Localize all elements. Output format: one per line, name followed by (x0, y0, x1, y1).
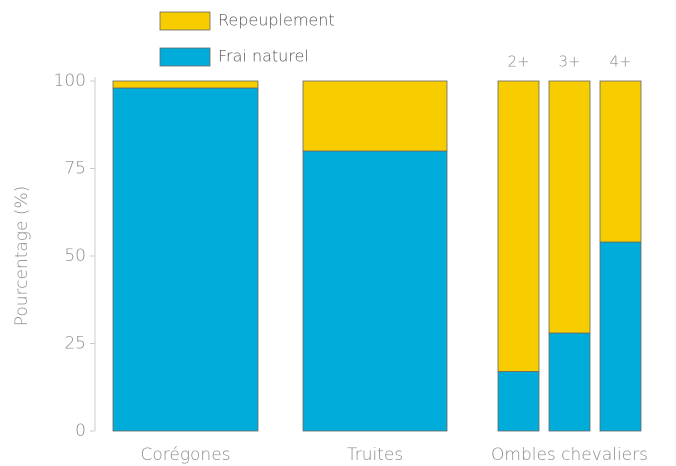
bar-group-label: 2+ (507, 53, 529, 71)
bar-segment (112, 87, 259, 432)
x-tick-label: Ombles chevaliers (491, 445, 648, 465)
y-axis-label: Pourcentage (%) (12, 186, 32, 327)
bar-group-label: 3+ (558, 53, 580, 71)
x-tick-label: Truites (347, 445, 403, 465)
legend-label: Frai naturel (218, 47, 309, 66)
y-tick-label: 100 (54, 71, 86, 91)
legend-label: Repeuplement (218, 11, 335, 30)
bar-segment (599, 241, 642, 432)
x-tick-label: Corégones (140, 445, 230, 465)
bar-group-label: 4+ (609, 53, 631, 71)
bar-segment (112, 80, 259, 89)
y-tick-label: 75 (64, 159, 86, 179)
bar-segment (548, 80, 591, 334)
legend-swatch (159, 47, 211, 67)
legend-swatch (159, 11, 211, 31)
bar-segment (548, 332, 591, 432)
y-tick-label: 25 (64, 334, 86, 354)
bar-segment (497, 80, 540, 372)
bar-segment (497, 371, 540, 432)
bar-segment (599, 80, 642, 243)
y-tick-label: 0 (75, 421, 86, 441)
y-tick-label: 50 (64, 246, 86, 266)
bar-segment (302, 80, 448, 152)
bar-segment (302, 150, 448, 432)
